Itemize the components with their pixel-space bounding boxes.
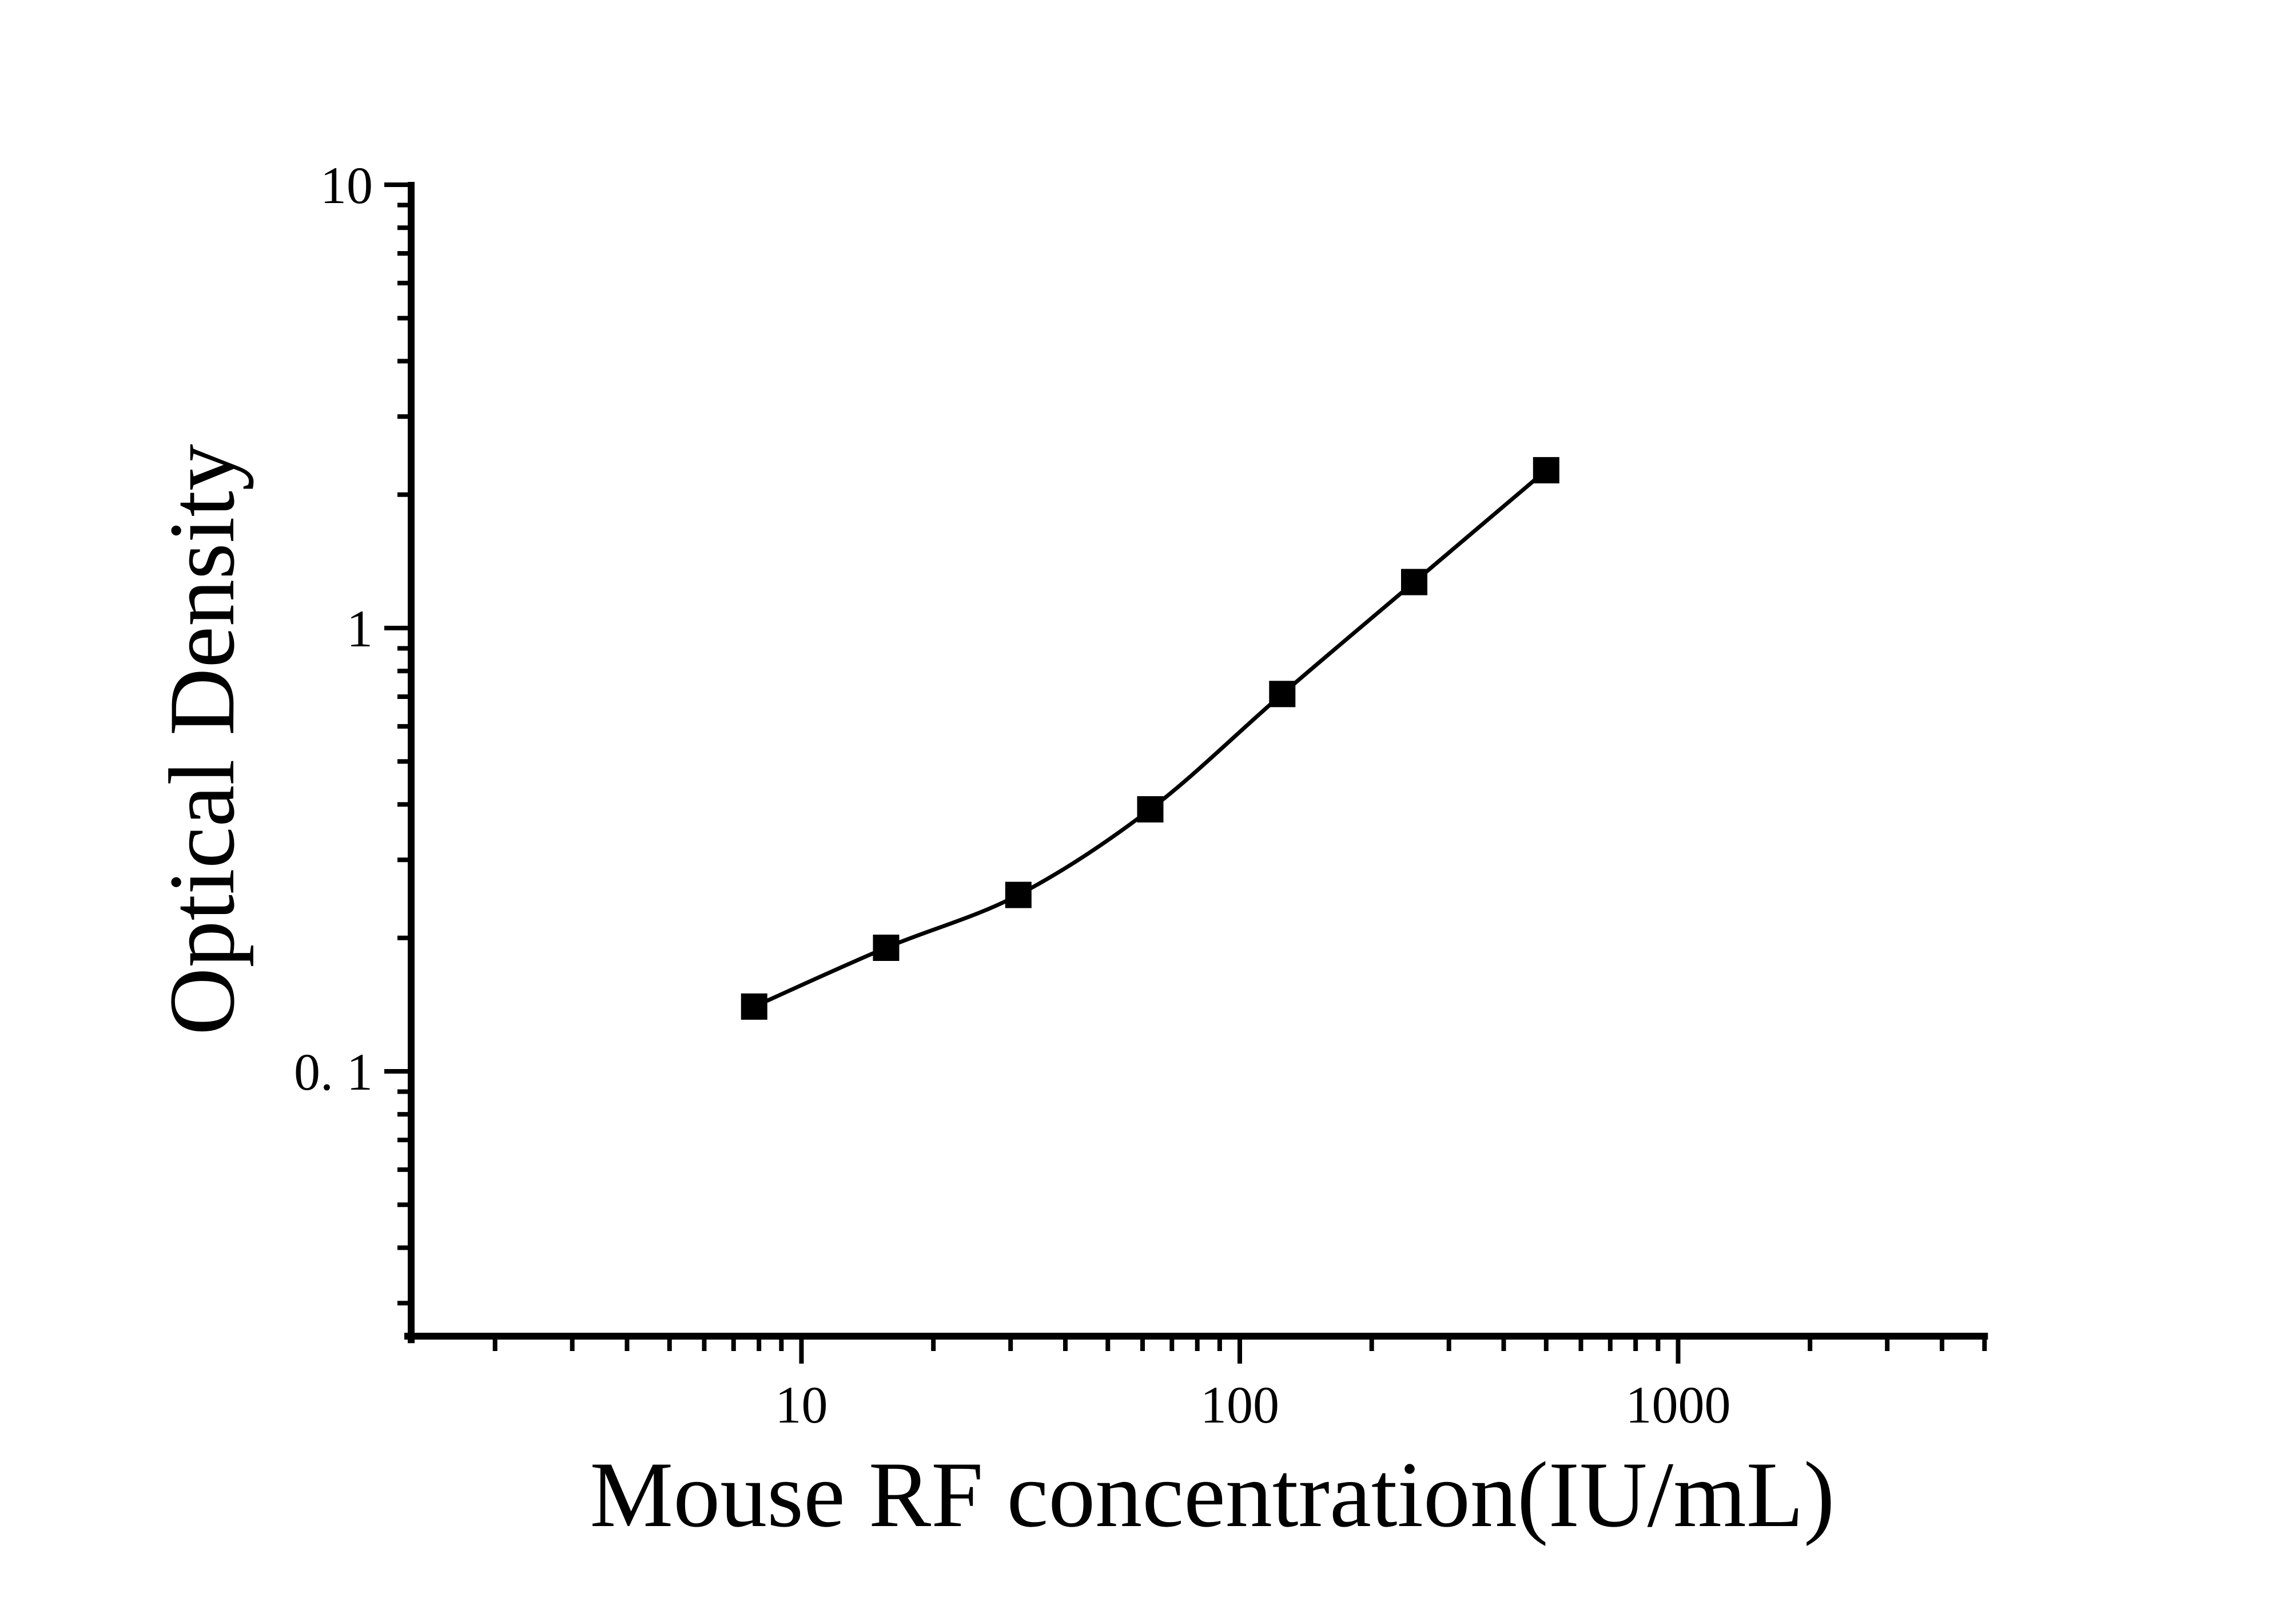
curve-line <box>753 468 1548 1008</box>
y-axis-title: Optical Density <box>150 444 254 1035</box>
x-tick-label: 10 <box>775 1376 828 1434</box>
data-point-marker <box>1005 881 1032 908</box>
data-point-marker <box>1269 681 1296 708</box>
y-tick-label: 10 <box>320 156 373 214</box>
data-point-marker <box>1137 796 1164 823</box>
x-axis-title: Mouse RF concentration(IU/mL) <box>590 1443 1835 1547</box>
y-tick-label: 1 <box>347 599 373 658</box>
plot-area: 10 100 1000 10 1 0. 1 <box>294 156 1988 1434</box>
x-tick-label: 1000 <box>1626 1376 1731 1434</box>
x-tick-label: 100 <box>1200 1376 1279 1434</box>
data-point-marker <box>741 993 767 1020</box>
y-tick-label: 0. 1 <box>294 1043 373 1101</box>
data-point-marker <box>873 935 900 961</box>
data-point-marker <box>1401 569 1427 595</box>
data-point-marker <box>1533 457 1559 484</box>
